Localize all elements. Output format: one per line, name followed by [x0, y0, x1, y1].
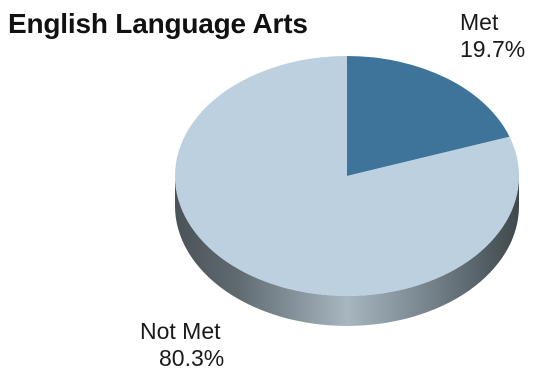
- slice-label-not-met-name: Not Met: [140, 318, 221, 344]
- pie-slice-met: [347, 56, 510, 176]
- slice-label-met-name: Met: [460, 9, 499, 35]
- slice-label-met-value: 19.7%: [460, 36, 526, 62]
- slice-label-not-met-value: 80.3%: [159, 345, 225, 371]
- pie-side: [175, 176, 519, 326]
- pie-top: [175, 56, 519, 296]
- slice-label-met: Met 19.7%: [460, 9, 525, 63]
- pie-slice-not-met: [175, 56, 519, 296]
- pie-side-wall: [175, 176, 519, 326]
- slice-label-not-met: Not Met 80.3%: [140, 318, 224, 372]
- chart-title: English Language Arts: [8, 8, 308, 39]
